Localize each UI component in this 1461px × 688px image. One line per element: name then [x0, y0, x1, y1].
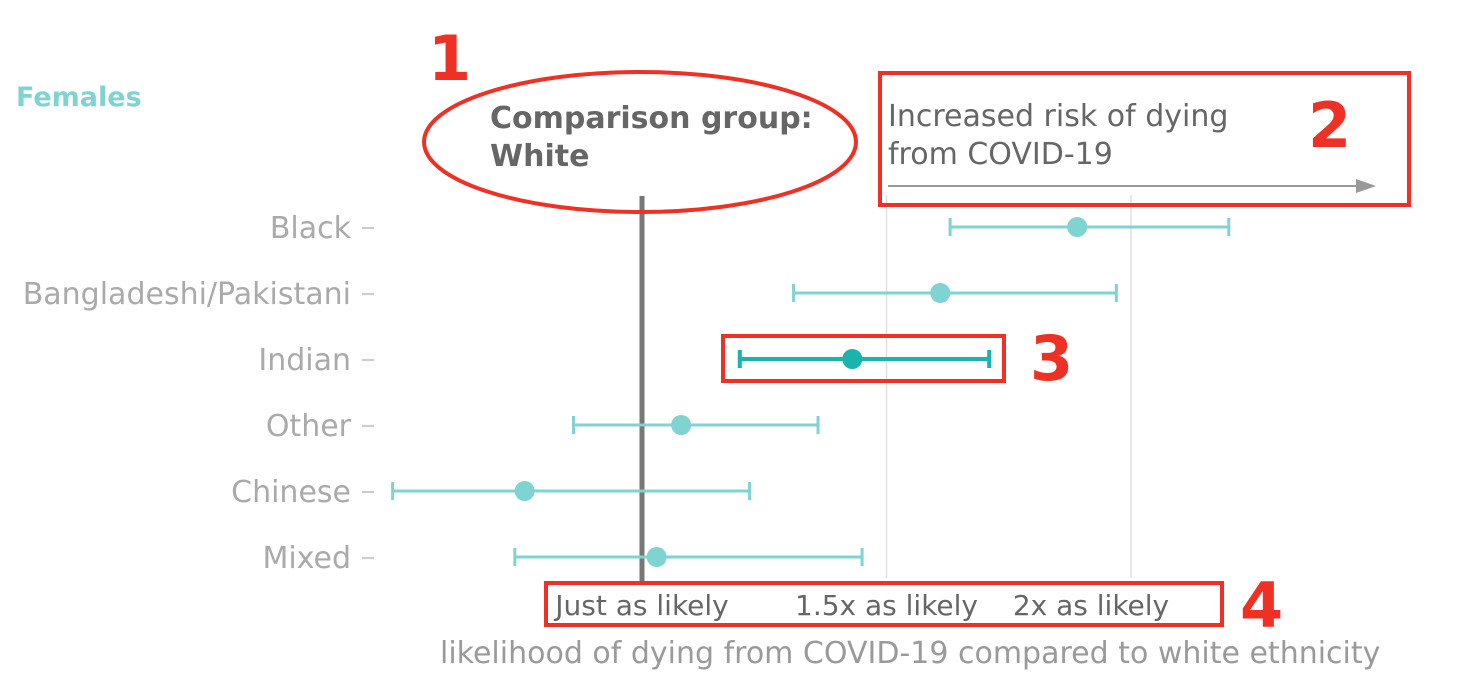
x-axis-label: likelihood of dying from COVID-19 compar… [440, 636, 1381, 671]
callout-number-3: 3 [1030, 322, 1074, 395]
callout-number-1: 1 [428, 22, 472, 95]
risk-note-line-2: from COVID-19 [888, 137, 1113, 172]
comparison-highlight-ellipse [422, 70, 858, 214]
comparison-line-1: Comparison group: [490, 101, 813, 136]
category-label: Mixed [262, 541, 351, 576]
x-tick-label: 2x as likely [1013, 589, 1169, 622]
category-label: Bangladeshi/Pakistani [23, 277, 351, 312]
risk-note-highlight-box [878, 71, 1411, 207]
callout-number-4: 4 [1240, 569, 1284, 642]
category-label: Other [266, 409, 352, 444]
estimate-point [646, 547, 667, 567]
comparison-group-label: Comparison group: White [490, 100, 813, 176]
estimate-point [842, 349, 863, 369]
risk-arrow-head [1356, 179, 1376, 193]
callout-number-2: 2 [1308, 89, 1352, 162]
category-label: Black [270, 211, 352, 246]
estimate-point [930, 283, 951, 303]
estimate-point [1067, 217, 1088, 237]
panel-title: Females [16, 82, 142, 113]
highlighted-row-box [721, 334, 1006, 383]
risk-note-line-1: Increased risk of dying [888, 99, 1229, 134]
x-ticks-highlight-box [544, 581, 1224, 627]
x-tick-label: Just as likely [553, 589, 728, 622]
comparison-line-2: White [490, 139, 590, 174]
increased-risk-note: Increased risk of dying from COVID-19 [888, 98, 1228, 174]
category-label: Indian [258, 343, 351, 378]
x-tick-label: 1.5x as likely [795, 589, 978, 622]
estimate-point [514, 481, 535, 501]
category-label: Chinese [231, 475, 351, 510]
estimate-point [671, 415, 692, 435]
